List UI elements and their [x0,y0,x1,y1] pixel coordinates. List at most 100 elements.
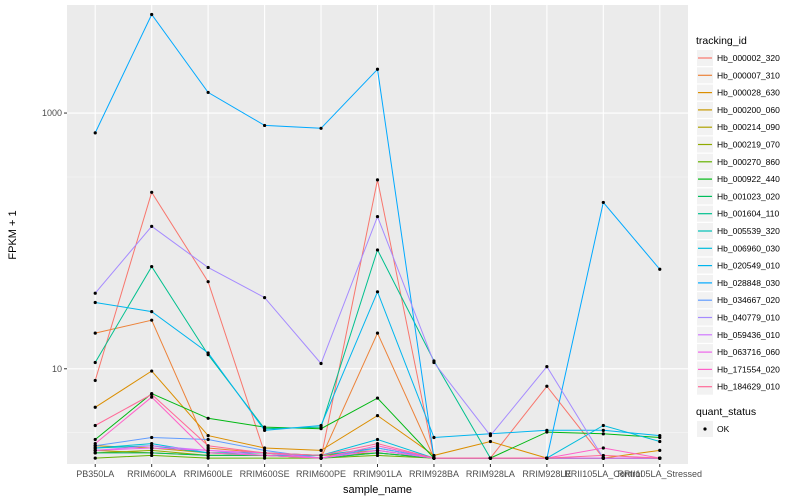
data-point [93,446,97,450]
legend-label: Hb_020549_010 [717,261,780,271]
data-point [150,12,154,17]
data-point [150,318,154,322]
y-axis: 10 1000 [42,108,67,374]
legend-label: Hb_000219_070 [717,140,780,150]
data-point [375,453,380,458]
data-point [658,267,662,271]
data-point [319,361,323,366]
data-point [150,395,154,399]
legend-label: Hb_000002_320 [717,53,780,63]
data-point [488,456,493,460]
data-point [150,264,154,269]
data-point [93,441,97,446]
legend-label: OK [717,424,730,434]
data-point [262,456,267,460]
data-point [375,214,380,219]
data-point [93,448,97,452]
legend-label: Hb_063716_060 [717,347,780,357]
y-tick-label: 1000 [42,108,62,118]
data-point [545,365,549,369]
data-point [206,280,210,284]
legend-item: Hb_059436_010 [697,326,780,343]
data-points [93,12,662,460]
data-point [319,453,323,458]
data-point [150,444,154,448]
data-point [658,456,662,460]
data-point [262,428,267,432]
legend-title-quant-status: quant_status [696,406,756,418]
data-point [262,123,267,128]
data-point [375,448,380,452]
data-point [150,224,154,228]
data-point [206,456,210,460]
legend-item: Hb_000002_320 [697,50,780,66]
legend-label: Hb_000028_630 [717,88,780,98]
legend-label: Hb_001023_020 [717,191,780,201]
data-point [601,432,605,436]
data-point [375,441,380,446]
legend-label: Hb_001604_110 [717,209,780,219]
x-tick-label: RRIM928BA [409,469,459,479]
data-point [319,456,323,460]
data-point [601,200,605,205]
data-point [93,405,97,409]
x-tick-label: RRIM600PE [296,469,346,479]
data-point [432,456,436,460]
data-point [375,446,380,450]
legend-label: Hb_000270_860 [717,157,780,167]
data-point [93,456,97,460]
data-point [93,131,97,135]
data-point [93,423,97,428]
x-axis: PB350LA RRIM600LA RRIM600LE RRIM600SE RRIM60… [76,464,702,479]
x-tick-label: PB350LA [76,469,114,479]
data-point [432,360,436,365]
legend-label: Hb_171554_020 [717,364,780,374]
legend-label: Hb_000214_090 [717,122,780,132]
legend-item: Hb_000922_440 [697,171,780,188]
data-point [206,453,210,458]
data-point [601,456,605,460]
x-tick-label: RRIM901LA [353,469,402,479]
data-point [206,451,210,455]
legend-label: Hb_006960_030 [717,243,780,253]
legend-label: Hb_000200_060 [717,105,780,115]
data-point [488,439,493,444]
legend-label: Hb_184629_010 [717,382,780,392]
legend-item: Hb_034667_020 [697,292,780,309]
legend-item: Hb_000028_630 [697,84,780,101]
legend-item: Hb_000219_070 [697,136,780,153]
legend-item: Hb_171554_020 [697,361,780,378]
legend-item: Hb_028848_030 [697,274,780,291]
data-point [206,416,210,420]
data-point [262,296,267,300]
x-tick-label: RRIM600SE [240,469,290,479]
data-point [150,310,154,314]
data-point [375,396,380,400]
data-point [601,428,605,432]
data-point [601,423,605,428]
data-point [206,448,210,452]
data-point [601,453,605,458]
legend-item: Hb_040779_010 [697,309,780,326]
data-point [206,434,210,438]
data-point [319,126,323,130]
data-point [93,291,97,295]
data-point [375,451,380,455]
legend-key-point [703,427,707,431]
legend-item: Hb_063716_060 [697,344,780,361]
x-tick-label: RRIM928LE [522,469,571,479]
data-point [93,437,97,442]
legend-item: Hb_000214_090 [697,119,780,136]
data-point [375,248,380,252]
data-point [319,423,323,428]
data-point [262,448,267,452]
legend-title-tracking-id: tracking_id [696,35,747,47]
data-point [150,451,154,455]
data-point [545,456,549,460]
data-point [206,446,210,450]
legend-label: Hb_000007_310 [717,70,780,80]
legend-item: Hb_184629_010 [697,378,780,395]
y-axis-title: FPKM + 1 [7,210,19,259]
legend-item: Hb_001604_110 [697,205,780,222]
